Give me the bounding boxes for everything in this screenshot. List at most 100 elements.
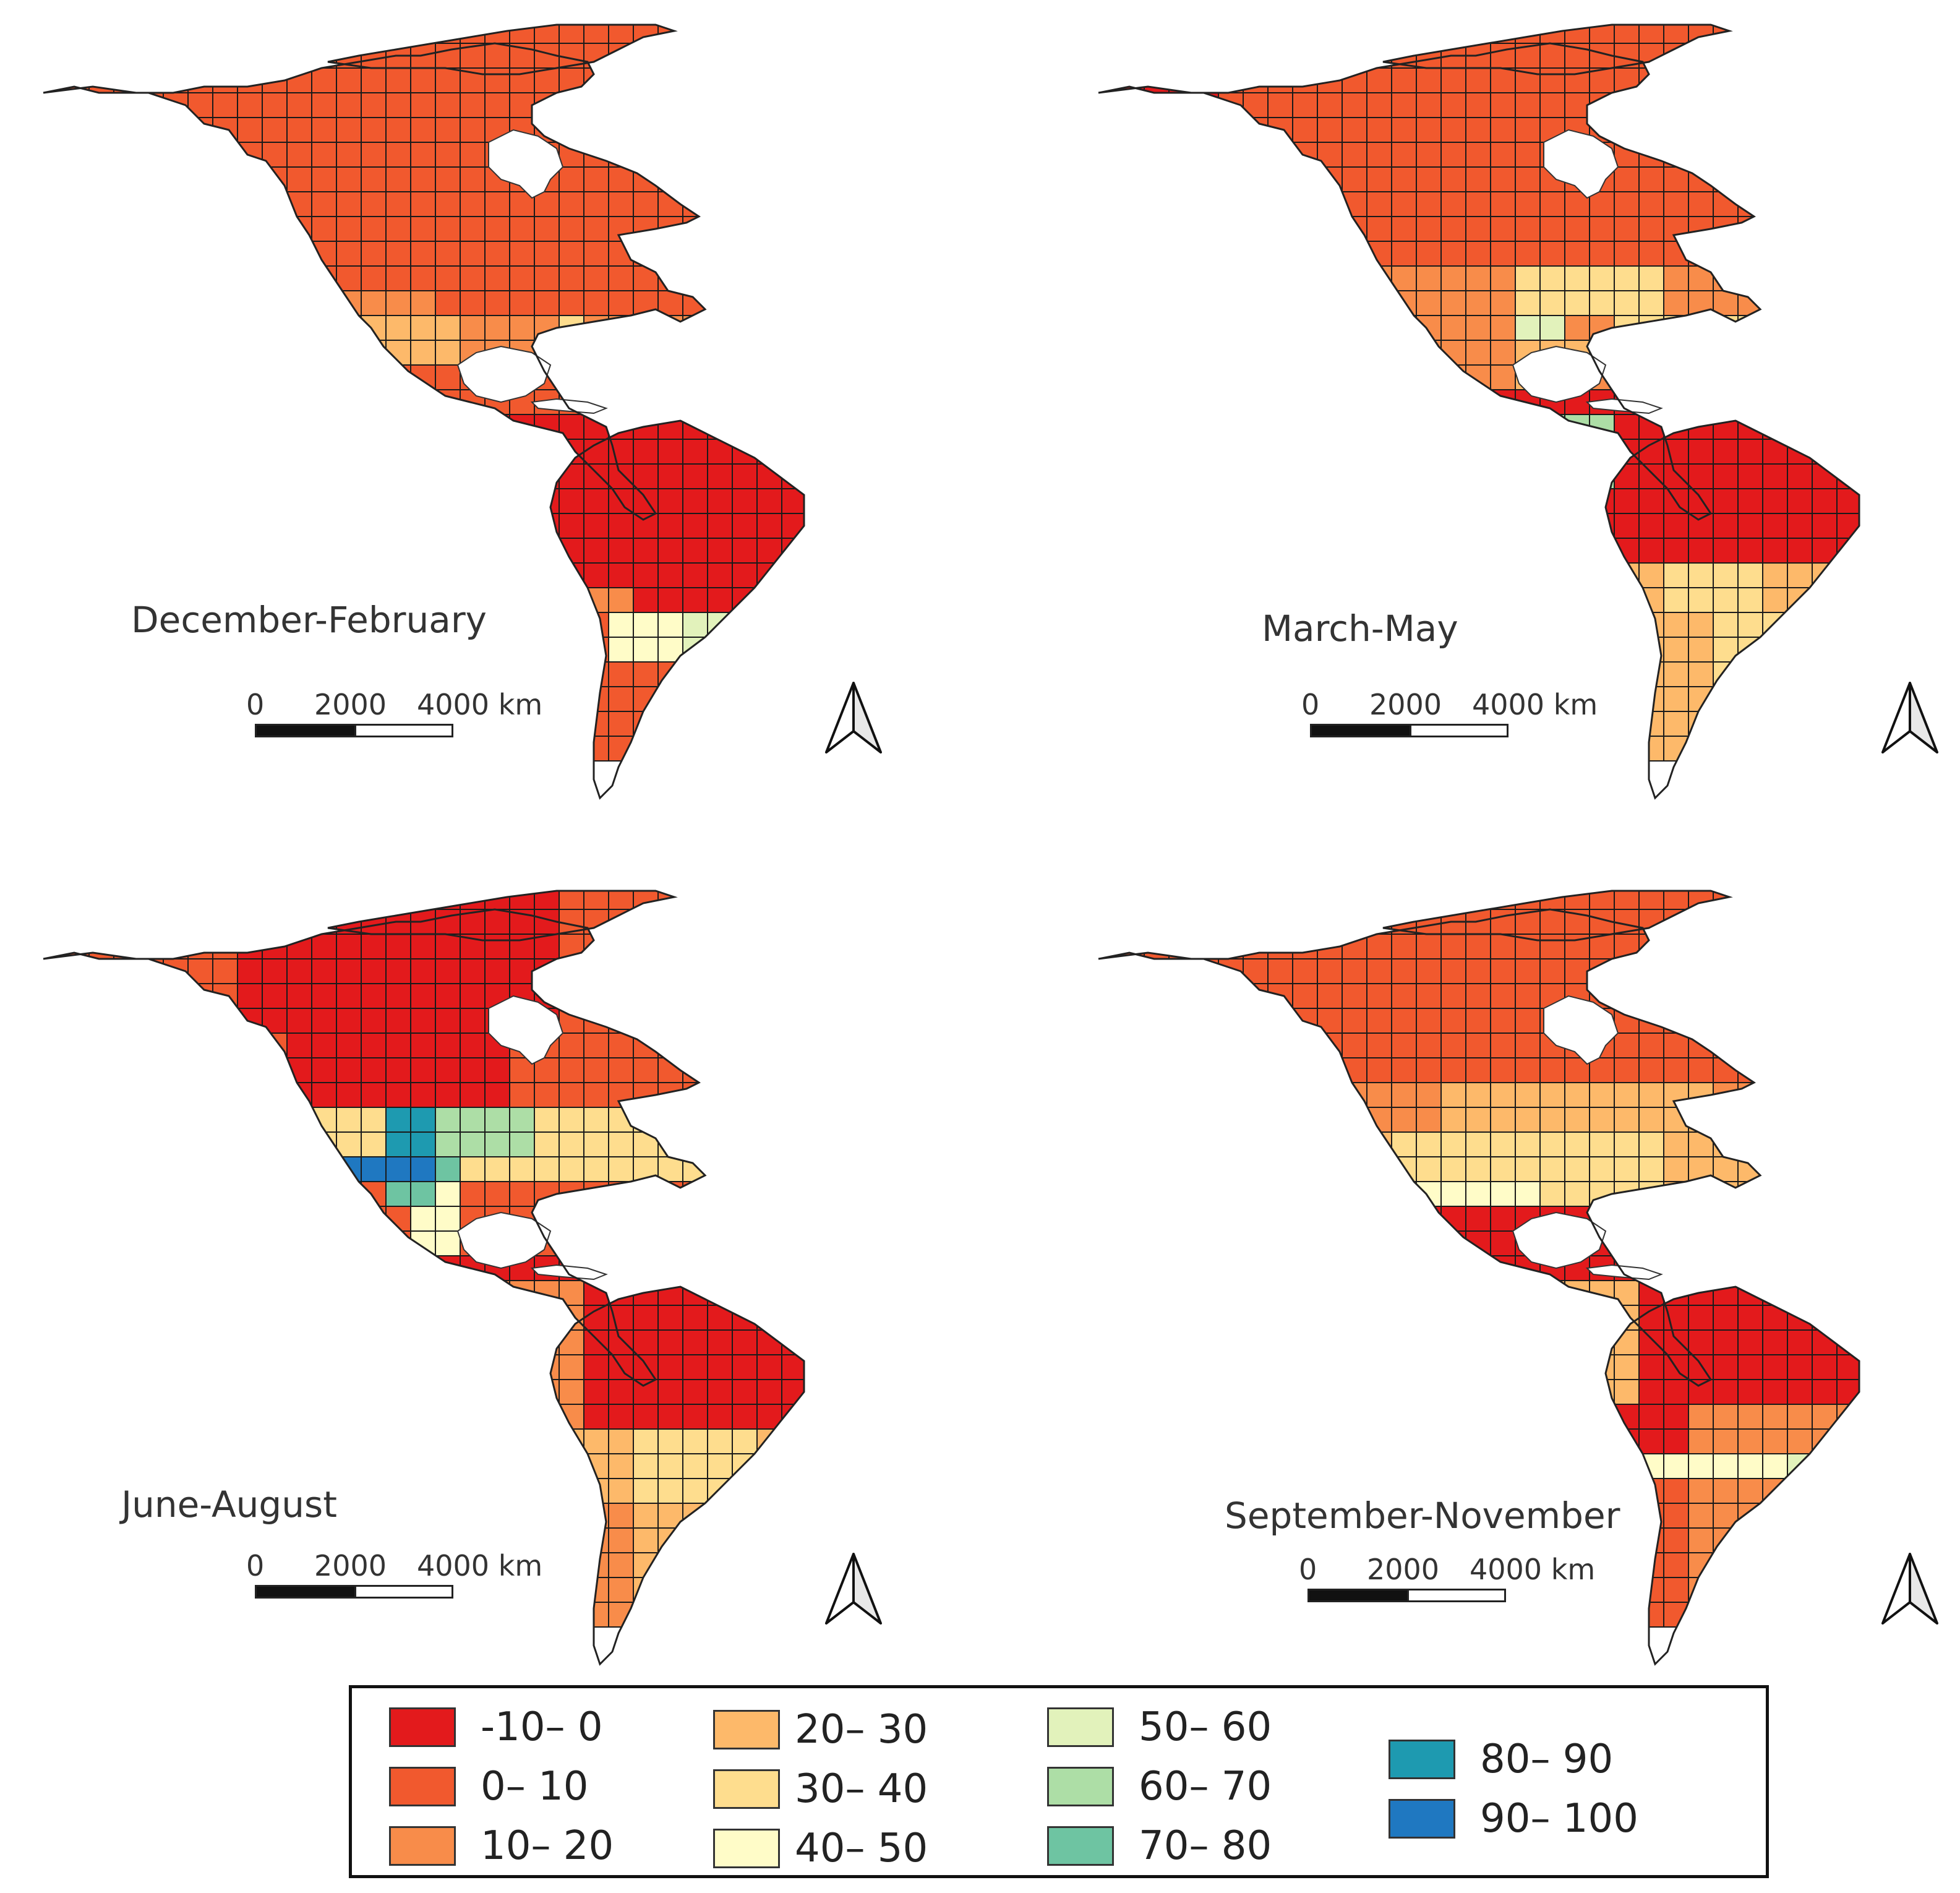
grid-cell	[1787, 142, 1813, 168]
grid-cell	[361, 43, 387, 69]
grid-cell	[1713, 1305, 1739, 1331]
grid-cell	[756, 67, 782, 93]
grid-cell	[682, 142, 708, 168]
grid-cell	[1663, 1255, 1689, 1281]
grid-cell	[1564, 1379, 1590, 1405]
grid-cell	[1515, 1082, 1541, 1108]
grid-cell	[1515, 1329, 1541, 1355]
grid-cell	[1737, 1008, 1763, 1034]
grid-cell	[484, 1305, 510, 1331]
grid-cell	[113, 1354, 139, 1380]
grid-cell	[88, 1008, 114, 1034]
grid-cell	[657, 1478, 683, 1504]
grid-cell	[410, 1404, 436, 1430]
grid-cell	[212, 25, 238, 44]
grid-cell	[1812, 315, 1838, 341]
grid-cell	[1862, 984, 1886, 1008]
grid-cell	[558, 191, 584, 217]
grid-cell	[1119, 364, 1145, 390]
grid-cell	[1119, 1552, 1145, 1578]
grid-cell	[113, 958, 139, 984]
grid-cell	[460, 166, 486, 192]
grid-cell	[262, 538, 288, 564]
grid-cell	[534, 891, 560, 910]
grid-cell	[1098, 414, 1120, 440]
grid-cell	[1193, 587, 1219, 613]
grid-cell	[410, 1206, 436, 1232]
grid-cell	[311, 513, 337, 539]
grid-cell	[1787, 216, 1813, 242]
grid-cell	[1737, 117, 1763, 143]
grid-cell	[1762, 92, 1788, 118]
grid-cell	[781, 315, 804, 341]
grid-cell	[732, 488, 758, 514]
grid-cell	[1762, 142, 1788, 168]
grid-cell	[732, 661, 758, 687]
grid-cell	[1862, 1231, 1886, 1256]
grid-cell	[1267, 1181, 1293, 1207]
grid-cell	[1098, 1503, 1120, 1529]
grid-cell	[1416, 117, 1442, 143]
grid-cell	[1836, 686, 1859, 712]
grid-cell	[682, 891, 708, 910]
grid-cell	[831, 43, 856, 68]
grid-cell	[311, 1131, 337, 1157]
grid-cell	[484, 637, 510, 663]
grid-cell	[1564, 587, 1590, 613]
grid-cell	[558, 1230, 584, 1256]
grid-cell	[1243, 340, 1269, 366]
grid-cell	[1762, 1255, 1788, 1281]
grid-cell	[1267, 389, 1293, 415]
grid-cell	[1737, 1230, 1763, 1256]
grid-cell	[385, 216, 411, 242]
grid-cell	[1292, 117, 1318, 143]
grid-cell	[1836, 439, 1859, 465]
grid-cell	[1886, 563, 1911, 588]
grid-cell	[43, 1131, 65, 1157]
grid-cell	[633, 1255, 659, 1281]
grid-cell	[1317, 891, 1343, 910]
grid-cell	[1267, 1082, 1293, 1108]
grid-cell	[286, 562, 312, 588]
grid-cell	[64, 43, 90, 69]
grid-cell	[1440, 1428, 1466, 1454]
grid-cell	[1243, 389, 1269, 415]
grid-cell	[212, 67, 238, 93]
grid-cell	[138, 1131, 164, 1157]
grid-cell	[484, 538, 510, 564]
grid-cell	[1812, 1131, 1838, 1157]
grid-cell	[187, 92, 213, 118]
grid-cell	[1416, 909, 1442, 935]
grid-cell	[1688, 1008, 1714, 1034]
grid-cell	[1366, 1428, 1392, 1454]
grid-cell	[311, 1032, 337, 1058]
grid-cell	[187, 142, 213, 168]
grid-cell	[1836, 661, 1859, 687]
grid-cell	[1787, 1057, 1813, 1083]
grid-cell	[484, 92, 510, 118]
grid-cell	[781, 216, 804, 242]
grid-cell	[1614, 891, 1640, 910]
legend-swatch	[389, 1767, 456, 1806]
grid-cell	[1787, 43, 1813, 69]
grid-cell	[361, 1131, 387, 1157]
grid-cell	[1440, 1453, 1466, 1479]
grid-cell	[608, 1156, 634, 1182]
grid-cell	[1886, 1256, 1911, 1281]
grid-cell	[113, 1404, 139, 1430]
grid-cell	[1144, 891, 1170, 910]
grid-cell	[682, 488, 708, 514]
grid-cell	[1391, 1206, 1417, 1232]
grid-cell	[113, 1131, 139, 1157]
grid-cell	[1317, 1305, 1343, 1331]
grid-cell	[88, 364, 114, 390]
grid-cell	[262, 513, 288, 539]
grid-cell	[113, 1181, 139, 1207]
grid-cell	[187, 166, 213, 192]
grid-cell	[1391, 463, 1417, 489]
grid-cell	[831, 1503, 856, 1528]
grid-cell	[1416, 1131, 1442, 1157]
grid-cell	[1737, 958, 1763, 984]
grid-cell	[1342, 1206, 1367, 1232]
grid-cell	[756, 142, 782, 168]
